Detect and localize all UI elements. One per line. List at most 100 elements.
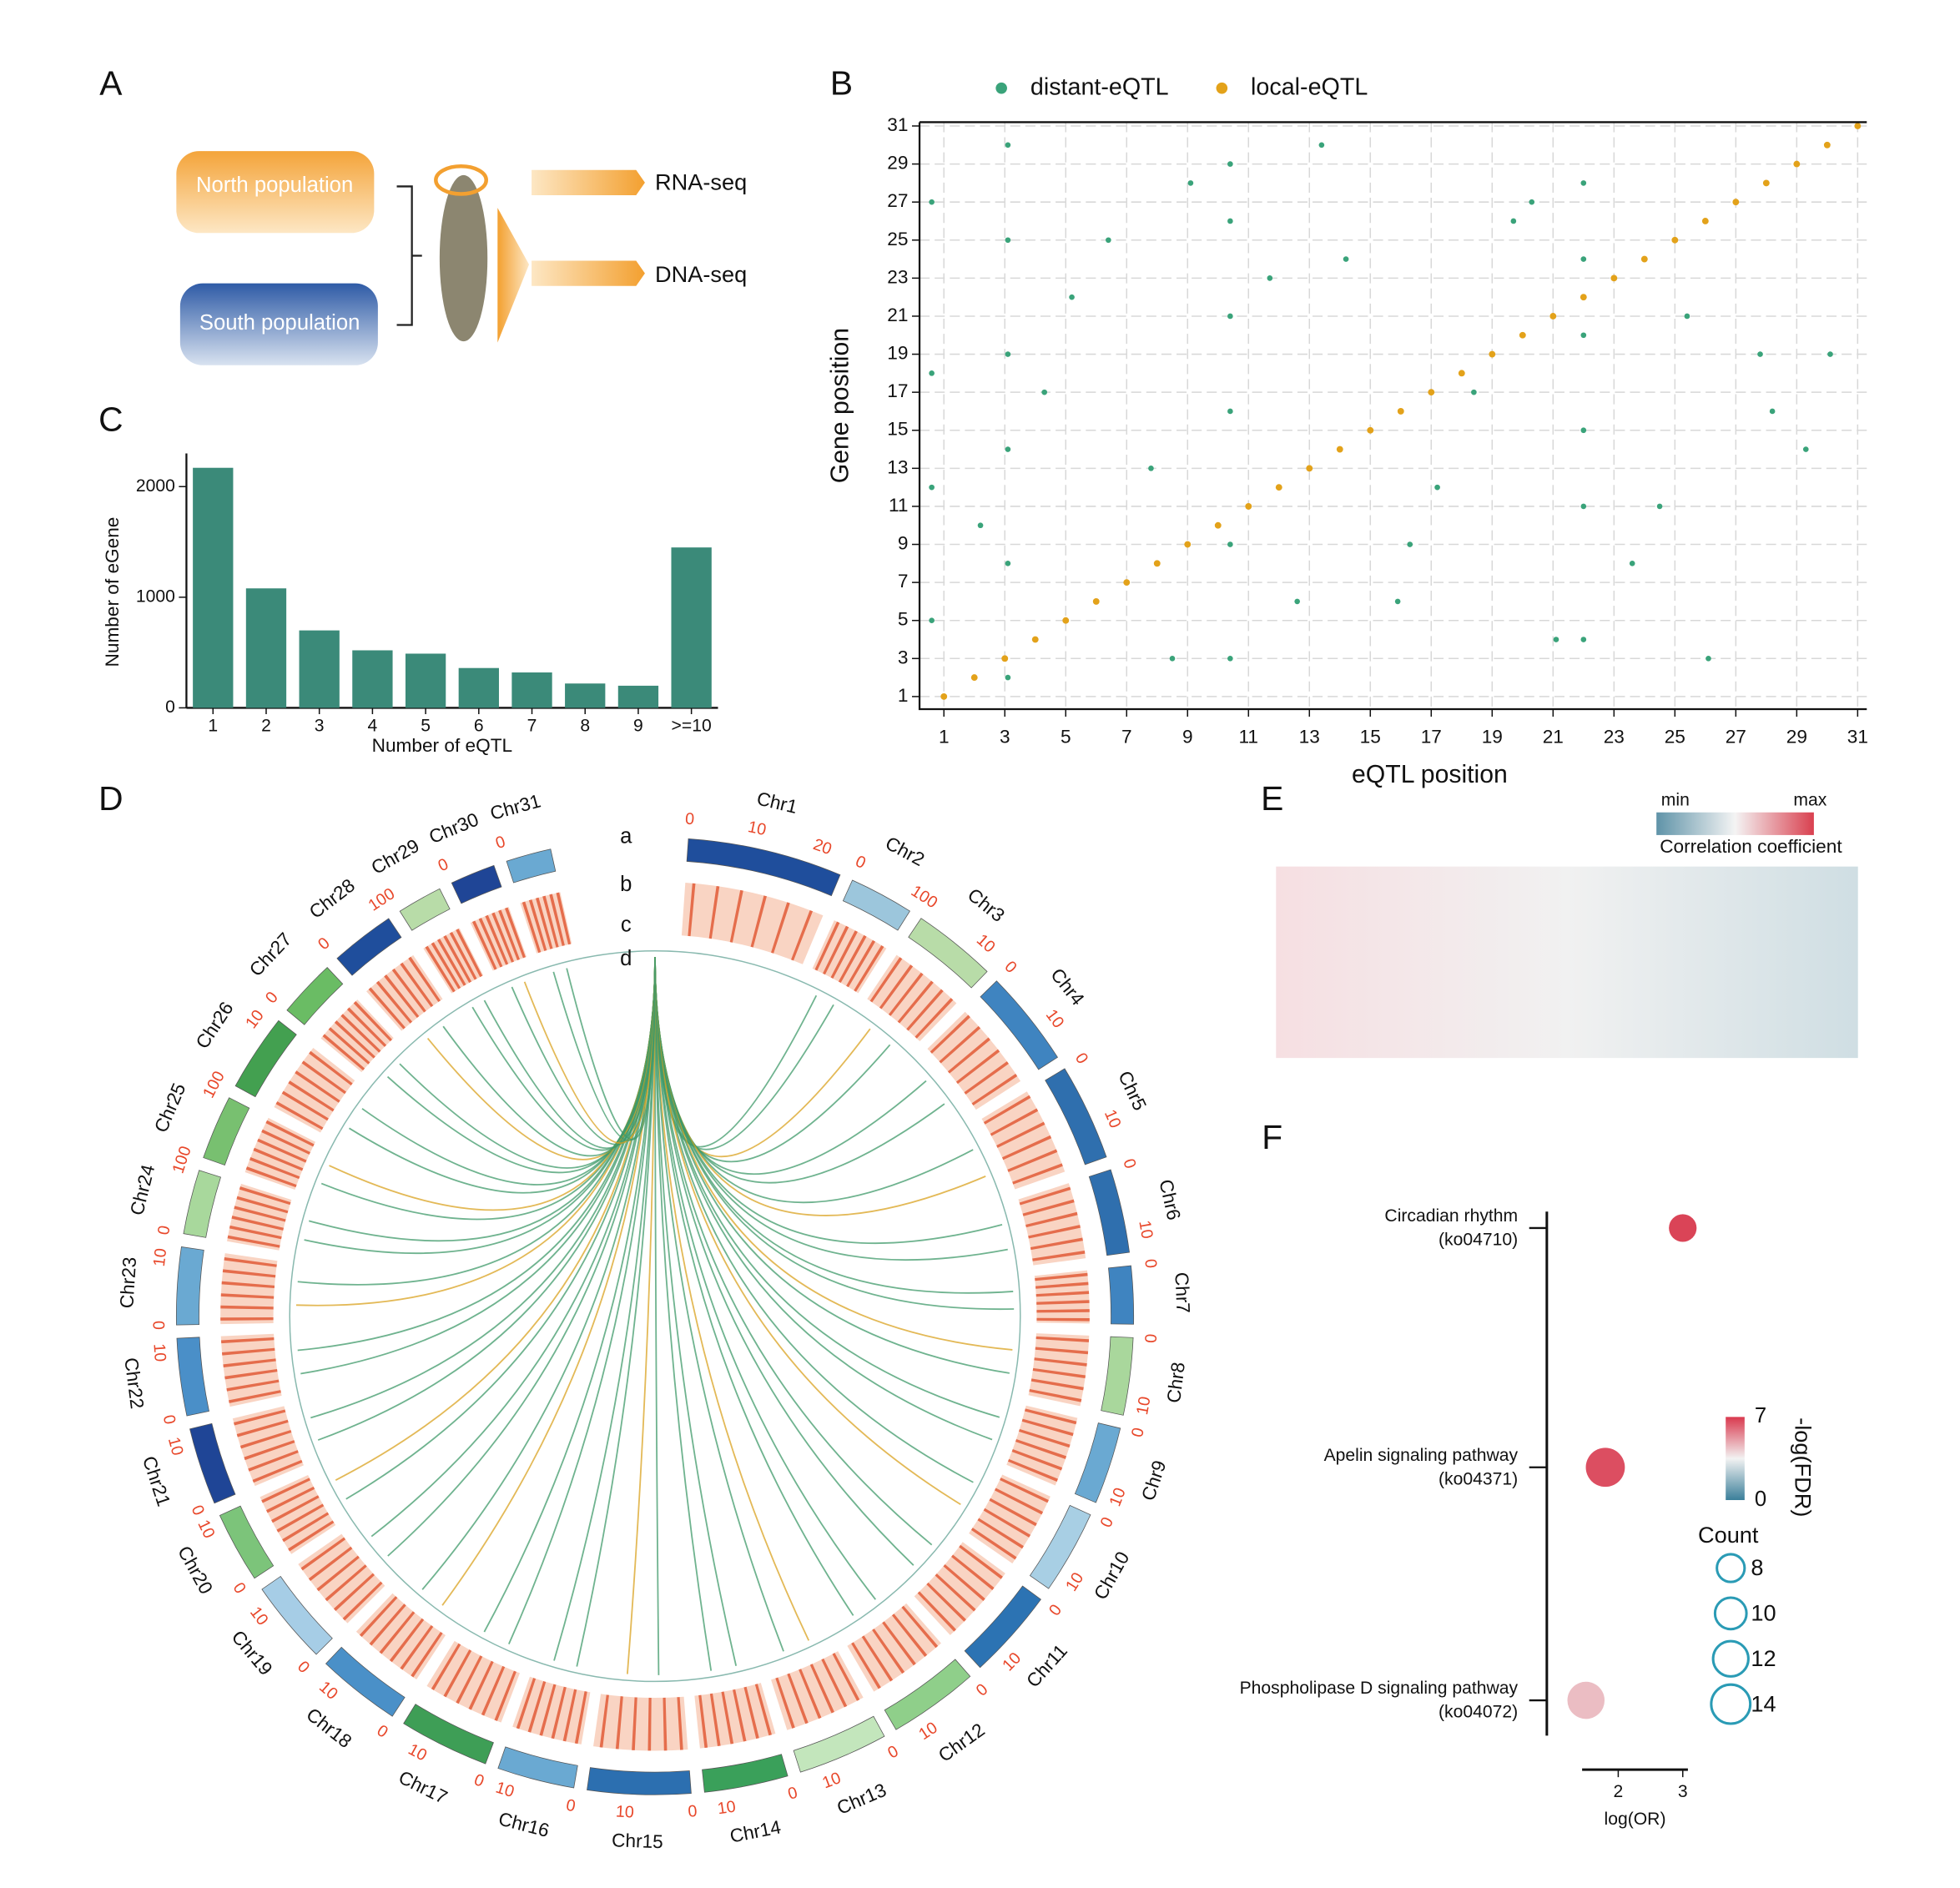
snp-stripe [888,972,924,1016]
snp-stripe [906,989,944,1031]
x-tick-label: 21 [1543,727,1564,748]
snp-stripe [300,1537,346,1571]
position-tick-label: 0 [493,833,507,853]
snp-stripe [1035,1272,1088,1281]
snp-stripe [935,1573,976,1612]
chromosome-label: Chr25 [150,1080,189,1135]
x-tick-label: 11 [1239,727,1258,748]
position-tick-label: 10 [1101,1107,1125,1131]
position-tick-label: 0 [159,1413,179,1426]
x-tick-label: 9 [1182,727,1193,748]
point [970,674,978,682]
snp-stripe [275,1101,324,1130]
point [1428,389,1435,396]
point [1106,237,1111,244]
snp-stripe [821,1658,848,1708]
point [1769,408,1776,415]
point [1580,332,1587,339]
position-tick-label: 0 [374,1721,391,1741]
legend-colorbar [1656,812,1814,835]
link [426,957,656,1160]
chromosome-label: Chr29 [368,835,423,879]
snp-stripe [281,1090,329,1121]
chromosome [908,918,988,989]
snp-stripe [391,968,426,1013]
snp-stripe [261,1478,311,1503]
position-tick-label: 0 [229,1579,249,1597]
snp-stripe [917,1591,956,1632]
snp-stripe [879,964,914,1009]
point [1529,199,1535,205]
snp-stripe [677,1697,683,1750]
snp-stripe [754,1684,772,1736]
point [1793,160,1801,168]
x-tick-label: 31 [1847,727,1868,748]
snp-stripe [288,1080,335,1112]
chromosome-label: Chr21 [139,1453,174,1508]
x-tick-label: 17 [1421,727,1442,748]
chromosome [506,848,557,884]
point [1510,218,1517,224]
snp-stripe [325,1564,367,1602]
snp-stripe [1007,1458,1058,1482]
legend-marker [1216,82,1228,94]
chromosome [793,1715,885,1773]
snp-stripe [891,1614,928,1657]
position-tick-label: 10 [194,1517,218,1541]
snp-stripe [224,1256,277,1267]
position-tick-label: 10 [149,1343,169,1362]
chromosome-label: Chr15 [612,1830,663,1852]
position-tick-label: 0 [565,1796,577,1816]
chromosome-label: Chr6 [1155,1177,1184,1221]
snp-stripe [379,1611,416,1654]
x-tick-label: 1 [208,717,218,736]
snp-stripe [221,1281,275,1289]
point [1827,351,1833,357]
chromosome-label: Chr16 [496,1808,552,1841]
snp-stripe [1019,1186,1071,1206]
chromosome [286,967,344,1025]
snp-stripe [542,895,559,948]
links [295,957,1015,1675]
position-tick-label: 0 [1071,1050,1092,1067]
snp-density-track [969,1474,1051,1563]
assay-label: DNA-seq [655,261,747,287]
track-label: d [620,947,632,970]
point [1336,446,1343,453]
snp-stripe [224,1368,278,1380]
snp-stripe [562,1689,577,1742]
chromosome [203,1097,250,1166]
link [654,957,961,1506]
position-tick-label: 10 [1062,1569,1087,1594]
snp-stripe [239,1186,291,1206]
position-tick-label: 0 [1000,958,1020,977]
chromosome [884,1659,971,1730]
snp-stripe [1036,1309,1090,1313]
snp-stripe [930,1014,970,1054]
snp-stripe [227,1235,280,1248]
legend-label: distant-eQTL [1030,73,1169,100]
snp-stripe [220,1305,274,1310]
bar [617,685,659,708]
south-box [179,283,378,365]
snp-density-track [244,1117,316,1191]
snp-stripe [516,1678,537,1729]
position-tick-label: 0 [1141,1258,1160,1269]
snp-stripe [1021,1418,1074,1437]
snp-stripe [983,1095,1031,1125]
link [654,957,1014,1294]
track-label: a [620,825,632,848]
snp-stripe [471,920,497,970]
snp-stripe [1025,1211,1078,1228]
snp-stripe [253,1147,304,1171]
snp-stripe [721,1691,734,1745]
x-tick-label: 15 [1360,727,1381,748]
snp-stripe [353,1000,392,1042]
snp-stripe [408,956,441,1003]
y-tick-label: 13 [887,456,908,477]
size-legend-label: 12 [1751,1645,1776,1671]
snp-stripe [456,1655,483,1704]
point [1732,199,1740,206]
position-tick-label: 10 [615,1802,634,1821]
